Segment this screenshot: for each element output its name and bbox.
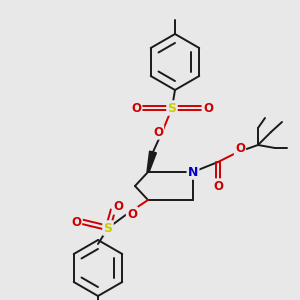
Text: O: O [153,125,163,139]
Text: O: O [131,101,141,115]
Polygon shape [147,151,156,172]
Text: O: O [213,179,223,193]
Text: O: O [71,215,81,229]
Text: S: S [103,221,112,235]
Text: O: O [235,142,245,154]
Text: S: S [167,101,176,115]
Text: O: O [127,208,137,220]
Text: N: N [188,166,198,178]
Text: O: O [113,200,123,214]
Text: O: O [203,101,213,115]
